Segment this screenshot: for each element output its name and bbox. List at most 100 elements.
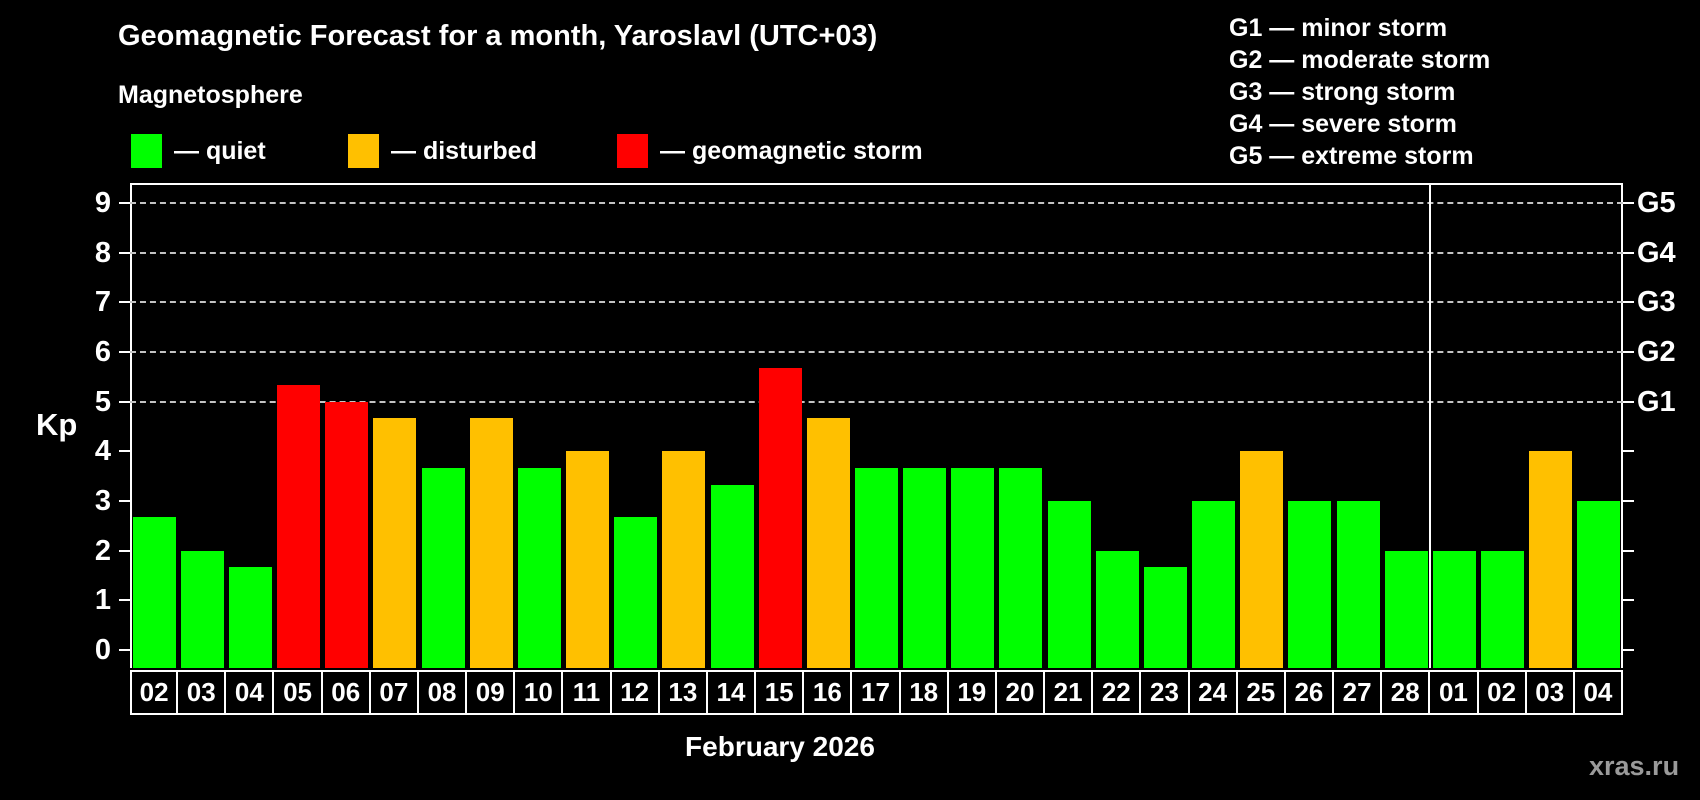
kp-bar xyxy=(1288,501,1332,668)
date-cell: 02 xyxy=(1476,670,1527,715)
chart-title: Geomagnetic Forecast for a month, Yarosl… xyxy=(118,20,878,52)
y-tick-label: 0 xyxy=(94,634,111,667)
xras-watermark: xras.ru xyxy=(1589,751,1680,781)
date-cell: 01 xyxy=(1428,670,1479,715)
gridline-kp5 xyxy=(130,400,1623,403)
date-cell: 03 xyxy=(1524,670,1575,715)
y-tick-right xyxy=(1623,549,1634,552)
date-cell: 12 xyxy=(609,670,660,715)
y-tick-left xyxy=(119,301,130,304)
storm-scale-item: G3 — strong storm xyxy=(1229,78,1456,106)
storm-scale-item: G5 — extreme storm xyxy=(1229,142,1474,170)
storm-scale-legend: G1 — minor storm G2 — moderate storm G3 … xyxy=(1229,12,1490,172)
date-cell: 10 xyxy=(513,670,564,715)
storm-scale-item: G4 — severe storm xyxy=(1229,110,1457,138)
y-tick-label: 3 xyxy=(94,485,111,518)
right-axis-label-g2: G2 xyxy=(1637,335,1676,368)
axis-spine-right xyxy=(1621,183,1623,668)
right-axis-label-g3: G3 xyxy=(1637,286,1676,319)
y-tick-label: 8 xyxy=(94,236,111,269)
gridline-kp8 xyxy=(130,251,1623,254)
disturbed-swatch-icon xyxy=(348,134,379,168)
legend-item-quiet: — quiet xyxy=(131,134,266,168)
date-cell: 17 xyxy=(850,670,901,715)
date-cell: 02 xyxy=(130,670,179,715)
y-tick-right xyxy=(1623,350,1634,353)
kp-bar xyxy=(903,467,947,668)
date-cell: 20 xyxy=(994,670,1046,715)
date-cell: 22 xyxy=(1091,670,1142,715)
date-cell: 14 xyxy=(705,670,757,715)
y-tick-left xyxy=(119,500,130,503)
legend-item-label: — geomagnetic storm xyxy=(660,136,923,165)
gridline-kp9 xyxy=(130,201,1623,204)
date-cell: 08 xyxy=(416,670,468,715)
y-tick-right xyxy=(1623,450,1634,453)
y-tick-right xyxy=(1623,599,1634,602)
gridline-kp7 xyxy=(130,301,1623,304)
kp-bar xyxy=(1095,550,1139,668)
kp-bar xyxy=(1529,451,1573,668)
date-cell: 07 xyxy=(368,670,419,715)
kp-bar xyxy=(421,467,465,668)
y-tick-label: 7 xyxy=(94,286,111,319)
y-tick-right xyxy=(1623,301,1634,304)
date-cell: 27 xyxy=(1332,670,1383,715)
quiet-swatch-icon xyxy=(131,134,162,168)
date-cell: 03 xyxy=(176,670,227,715)
kp-bar xyxy=(180,550,224,668)
legend-item-label: — disturbed xyxy=(391,136,537,165)
kp-bar xyxy=(1240,451,1284,668)
kp-bar xyxy=(1481,550,1525,668)
magnetosphere-label: Magnetosphere xyxy=(118,81,303,109)
kp-bar xyxy=(662,451,706,668)
right-axis-label-g1: G1 xyxy=(1637,385,1676,418)
y-tick-right xyxy=(1623,400,1634,403)
date-cell: 16 xyxy=(802,670,853,715)
kp-bar xyxy=(1384,550,1428,668)
y-tick-left xyxy=(119,201,130,204)
date-cell: 11 xyxy=(561,670,612,715)
kp-bar xyxy=(855,467,898,668)
y-tick-left xyxy=(119,251,130,254)
y-tick-label: 9 xyxy=(94,186,111,219)
kp-bar xyxy=(277,385,321,668)
kp-bar xyxy=(469,418,513,668)
date-cell: 26 xyxy=(1283,670,1335,715)
storm-scale-item: G1 — minor storm xyxy=(1229,14,1448,42)
x-axis-month-label: February 2026 xyxy=(685,731,875,762)
date-cell: 28 xyxy=(1380,670,1431,715)
date-cell: 21 xyxy=(1043,670,1094,715)
date-cell: 18 xyxy=(898,670,949,715)
kp-bar xyxy=(951,467,995,668)
y-tick-left xyxy=(119,400,130,403)
kp-bar xyxy=(710,484,754,668)
kp-bar xyxy=(1192,501,1236,668)
y-tick-left xyxy=(119,549,130,552)
kp-bar xyxy=(1047,501,1091,668)
y-tick-right xyxy=(1623,649,1634,652)
legend-item-disturbed: — disturbed xyxy=(348,134,537,168)
month-boundary-line xyxy=(1429,183,1432,668)
y-tick-label: 5 xyxy=(94,385,111,418)
axis-spine-top xyxy=(130,183,1623,185)
kp-bar xyxy=(806,418,850,668)
y-tick-left xyxy=(119,649,130,652)
y-tick-label: 2 xyxy=(94,534,111,567)
date-cell: 25 xyxy=(1235,670,1286,715)
y-axis-label-kp: Kp xyxy=(36,407,78,442)
date-cell: 05 xyxy=(272,670,323,715)
kp-bar xyxy=(325,401,369,668)
kp-bar xyxy=(1143,567,1187,668)
y-tick-right xyxy=(1623,500,1634,503)
legend-item-storm: — geomagnetic storm xyxy=(617,134,923,168)
date-cell: 24 xyxy=(1187,670,1238,715)
date-cell: 13 xyxy=(657,670,708,715)
kp-bar xyxy=(999,467,1043,668)
date-cell: 06 xyxy=(320,670,371,715)
right-axis-label-g5: G5 xyxy=(1637,186,1676,219)
date-cell: 23 xyxy=(1139,670,1190,715)
kp-bar xyxy=(566,451,610,668)
date-cell: 04 xyxy=(1572,670,1623,715)
